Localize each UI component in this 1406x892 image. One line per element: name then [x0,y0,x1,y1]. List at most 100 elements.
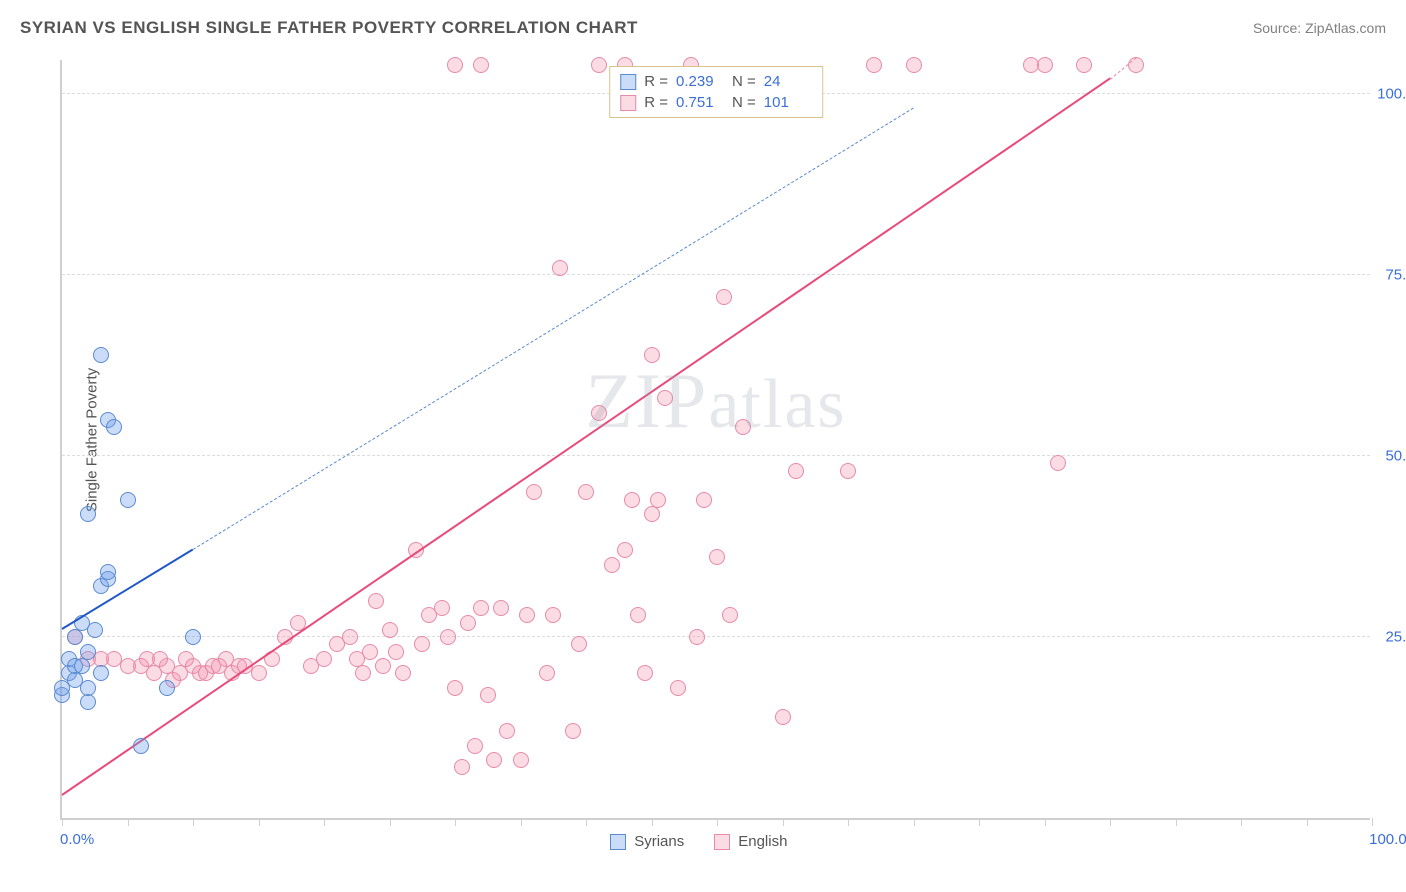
x-tick [1307,818,1308,826]
x-tick [1176,818,1177,826]
scatter-point-english [447,57,463,73]
legend-swatch-icon [714,834,730,850]
x-tick [1372,818,1373,826]
x-tick [128,818,129,826]
gridline-h [62,455,1370,456]
scatter-point-english [906,57,922,73]
swatch-english-icon [620,95,636,111]
y-tick-label: 25.0% [1385,629,1406,646]
scatter-point-english [454,759,470,775]
legend-label: English [738,833,787,850]
x-tick [783,818,784,826]
y-tick-label: 100.0% [1377,86,1406,103]
stat-r-english: 0.751 [676,94,724,111]
scatter-point-english [519,607,535,623]
trend-line [61,78,1110,796]
scatter-point-english [709,549,725,565]
scatter-point-english [624,492,640,508]
scatter-point-syrians [87,622,103,638]
x-tick [390,818,391,826]
gridline-h [62,274,1370,275]
scatter-point-english [545,607,561,623]
scatter-point-english [591,57,607,73]
x-tick [652,818,653,826]
scatter-point-english [670,680,686,696]
scatter-point-english [1076,57,1092,73]
scatter-point-english [696,492,712,508]
scatter-point-english [526,484,542,500]
x-tick [586,818,587,826]
watermark: ZIPatlas [585,356,846,446]
scatter-point-english [565,723,581,739]
x-tick [521,818,522,826]
scatter-point-english [578,484,594,500]
x-axis-max-label: 100.0% [1369,831,1406,848]
x-tick [848,818,849,826]
legend-swatch-icon [610,834,626,850]
scatter-point-english [571,636,587,652]
x-tick [1241,818,1242,826]
scatter-point-syrians [100,564,116,580]
scatter-point-english [539,665,555,681]
legend-stats-row-english: R = 0.751 N = 101 [620,92,812,113]
scatter-point-english [473,600,489,616]
chart-source: Source: ZipAtlas.com [1253,20,1386,36]
scatter-point-english [604,557,620,573]
scatter-point-english [840,463,856,479]
scatter-point-syrians [74,658,90,674]
chart-title: SYRIAN VS ENGLISH SINGLE FATHER POVERTY … [20,18,638,38]
scatter-point-english [644,506,660,522]
x-tick [1045,818,1046,826]
stat-r-syrians: 0.239 [676,73,724,90]
scatter-point-english [473,57,489,73]
scatter-point-english [630,607,646,623]
scatter-point-english [499,723,515,739]
scatter-point-english [388,644,404,660]
legend-stats-row-syrians: R = 0.239 N = 24 [620,71,812,92]
scatter-point-syrians [185,629,201,645]
x-tick [914,818,915,826]
scatter-point-english [735,419,751,435]
scatter-point-english [362,644,378,660]
scatter-point-english [382,622,398,638]
legend-stats: R = 0.239 N = 24 R = 0.751 N = 101 [609,66,823,118]
legend-series: Syrians English [610,833,787,850]
scatter-point-english [1050,455,1066,471]
scatter-point-english [493,600,509,616]
x-tick [62,818,63,826]
scatter-point-english [251,665,267,681]
scatter-point-english [722,607,738,623]
scatter-point-syrians [93,347,109,363]
x-tick [717,818,718,826]
chart-header: SYRIAN VS ENGLISH SINGLE FATHER POVERTY … [20,18,1386,38]
x-tick [193,818,194,826]
scatter-point-english [486,752,502,768]
stat-n-english: 101 [764,94,812,111]
x-tick [259,818,260,826]
stat-n-label: N = [732,94,756,111]
plot-area: ZIPatlas R = 0.239 N = 24 R = 0.751 N = … [60,60,1370,820]
legend-item: English [714,833,787,850]
scatter-point-english [414,636,430,652]
scatter-point-english [434,600,450,616]
gridline-h [62,636,1370,637]
legend-label: Syrians [634,833,684,850]
stat-n-syrians: 24 [764,73,812,90]
scatter-point-english [1128,57,1144,73]
scatter-point-english [460,615,476,631]
scatter-point-syrians [106,419,122,435]
scatter-point-english [447,680,463,696]
scatter-point-syrians [120,492,136,508]
scatter-point-english [1037,57,1053,73]
x-tick [455,818,456,826]
x-tick [1110,818,1111,826]
scatter-point-english [866,57,882,73]
plot-container: Single Father Poverty ZIPatlas R = 0.239… [60,60,1370,820]
x-tick [979,818,980,826]
scatter-point-english [775,709,791,725]
scatter-point-english [355,665,371,681]
scatter-point-english [637,665,653,681]
scatter-point-english [552,260,568,276]
scatter-point-syrians [80,680,96,696]
scatter-point-english [480,687,496,703]
